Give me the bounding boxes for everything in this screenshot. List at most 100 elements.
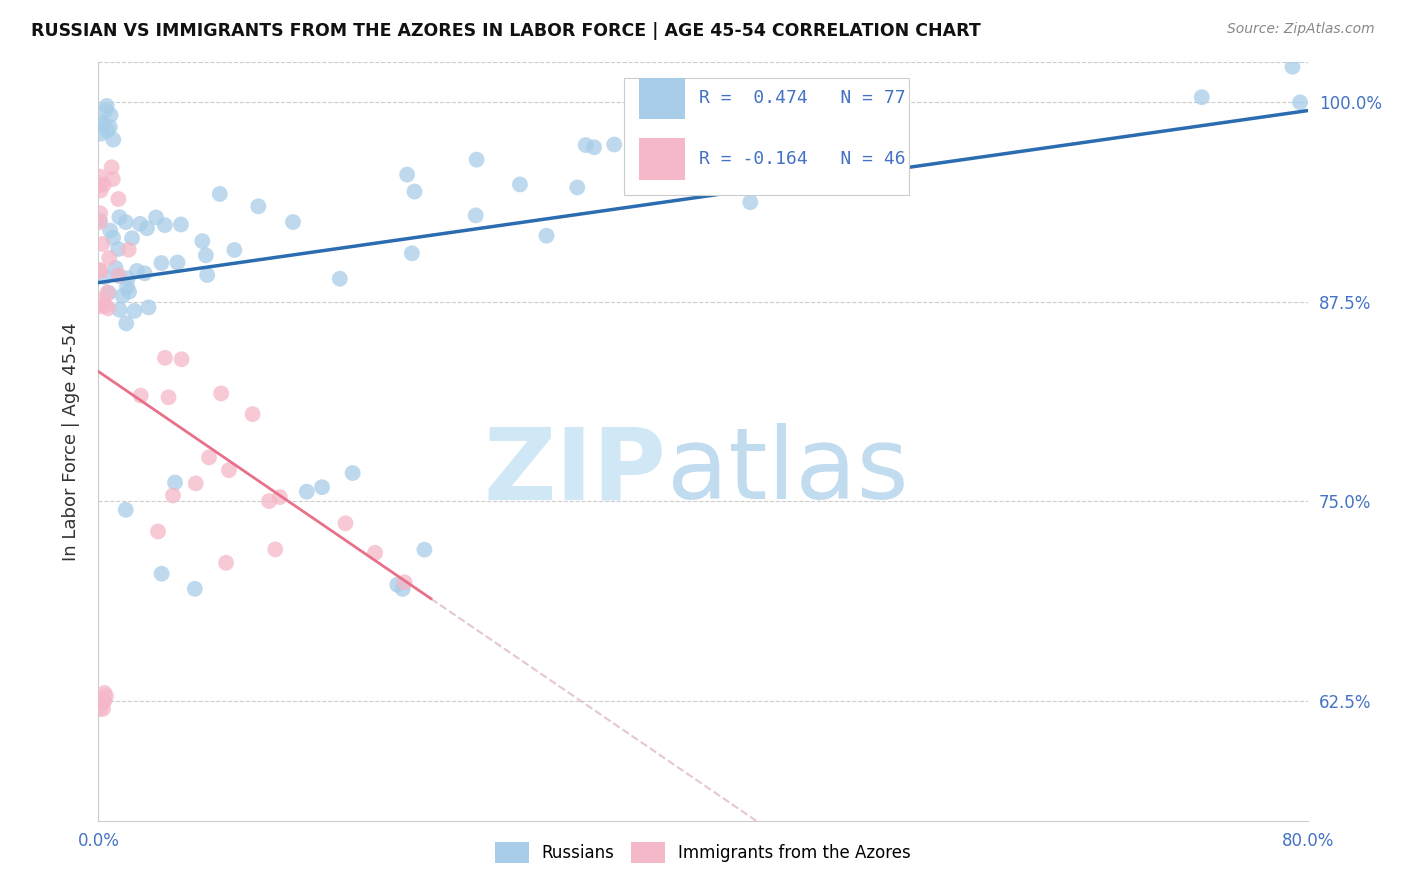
Point — [257, 494, 280, 508]
Point — [107, 242, 129, 256]
Point — [124, 304, 146, 318]
Point — [90, 694, 112, 708]
Point — [242, 407, 264, 421]
Point — [1191, 90, 1213, 104]
Point — [194, 248, 217, 262]
Point — [567, 180, 589, 194]
Point — [281, 215, 304, 229]
Text: RUSSIAN VS IMMIGRANTS FROM THE AZORES IN LABOR FORCE | AGE 45-54 CORRELATION CHA: RUSSIAN VS IMMIGRANTS FROM THE AZORES IN… — [31, 22, 980, 40]
Point — [170, 218, 193, 232]
Point — [89, 264, 111, 278]
Point — [98, 120, 121, 134]
Point — [145, 211, 167, 225]
Point — [94, 103, 117, 118]
Point — [104, 260, 127, 275]
Point — [91, 694, 114, 708]
Point — [91, 237, 114, 252]
Point — [536, 228, 558, 243]
Point — [163, 475, 186, 490]
Point — [114, 503, 136, 517]
Point — [150, 566, 173, 581]
Point — [195, 268, 218, 282]
Text: atlas: atlas — [666, 424, 908, 520]
Point — [89, 178, 111, 193]
Point — [391, 582, 413, 596]
Point — [89, 215, 111, 229]
Point — [93, 117, 115, 131]
Point — [329, 271, 352, 285]
Point — [153, 218, 176, 232]
Point — [583, 140, 606, 154]
FancyBboxPatch shape — [638, 138, 685, 180]
Point — [509, 178, 531, 192]
Point — [114, 215, 136, 229]
Y-axis label: In Labor Force | Age 45-54: In Labor Force | Age 45-54 — [62, 322, 80, 561]
Point — [335, 516, 357, 531]
Point — [100, 108, 122, 122]
FancyBboxPatch shape — [624, 78, 908, 195]
Point — [93, 694, 115, 708]
Point — [198, 450, 221, 465]
Point — [311, 480, 333, 494]
Point — [94, 689, 117, 703]
Point — [150, 256, 173, 270]
Point — [94, 270, 117, 285]
Point — [107, 268, 129, 282]
Point — [575, 138, 598, 153]
Point — [98, 251, 121, 265]
Point — [93, 178, 115, 192]
Point — [121, 231, 143, 245]
Text: R =  0.474   N = 77: R = 0.474 N = 77 — [699, 89, 905, 107]
Point — [94, 298, 117, 312]
Point — [465, 153, 488, 167]
Point — [387, 578, 409, 592]
Point — [108, 302, 131, 317]
Point — [264, 542, 287, 557]
Point — [117, 271, 139, 285]
Point — [134, 266, 156, 280]
Point — [136, 221, 159, 235]
Point — [247, 199, 270, 213]
Point — [89, 263, 111, 277]
Point — [89, 169, 111, 184]
Point — [603, 137, 626, 152]
Point — [342, 466, 364, 480]
Point — [98, 224, 121, 238]
Legend: Russians, Immigrants from the Azores: Russians, Immigrants from the Azores — [488, 836, 918, 869]
Point — [89, 206, 111, 220]
Text: ZIP: ZIP — [484, 424, 666, 520]
Point — [215, 556, 238, 570]
Point — [125, 264, 148, 278]
Point — [166, 255, 188, 269]
Point — [90, 127, 112, 141]
Point — [1289, 95, 1312, 110]
Point — [96, 285, 118, 300]
Point — [401, 246, 423, 260]
Point — [118, 243, 141, 257]
Point — [464, 208, 486, 222]
Point — [1115, 8, 1137, 22]
Text: R = -0.164   N = 46: R = -0.164 N = 46 — [699, 150, 905, 168]
Point — [394, 575, 416, 590]
Point — [96, 99, 118, 113]
Point — [91, 293, 114, 307]
Point — [91, 702, 114, 716]
Point — [170, 352, 193, 367]
Point — [118, 285, 141, 299]
Point — [101, 230, 124, 244]
Point — [115, 316, 138, 330]
Point — [191, 234, 214, 248]
Point — [89, 300, 111, 314]
Point — [108, 268, 131, 283]
Point — [101, 172, 124, 186]
Point — [157, 390, 180, 404]
Point — [224, 243, 246, 257]
Point — [97, 285, 120, 300]
Point — [107, 192, 129, 206]
Point — [111, 289, 134, 303]
Point — [396, 168, 419, 182]
Point — [93, 686, 115, 700]
Point — [100, 161, 122, 175]
FancyBboxPatch shape — [638, 78, 685, 120]
Point — [184, 582, 207, 596]
